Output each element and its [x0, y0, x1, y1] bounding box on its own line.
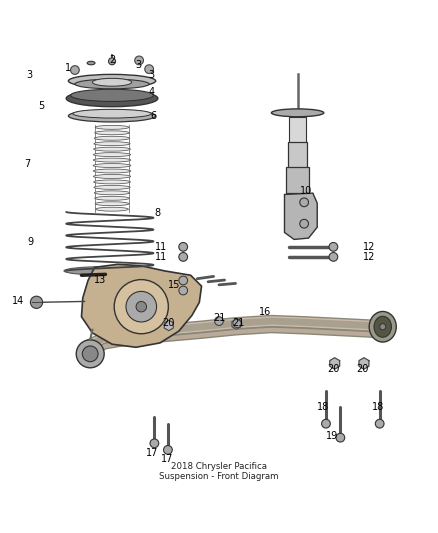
- Circle shape: [145, 65, 153, 74]
- Text: 11: 11: [155, 252, 167, 262]
- Text: 10: 10: [300, 187, 312, 196]
- Circle shape: [179, 253, 187, 261]
- Text: 20: 20: [162, 318, 175, 328]
- Circle shape: [150, 439, 159, 448]
- Circle shape: [163, 446, 172, 454]
- Text: 3: 3: [148, 70, 154, 80]
- Ellipse shape: [94, 180, 131, 184]
- Text: 21: 21: [233, 318, 245, 328]
- Text: 5: 5: [38, 101, 44, 111]
- Text: 13: 13: [94, 276, 106, 286]
- Ellipse shape: [94, 185, 130, 189]
- Text: 2: 2: [109, 55, 115, 66]
- Text: 15: 15: [168, 280, 180, 290]
- Text: 18: 18: [372, 402, 385, 412]
- Circle shape: [179, 243, 187, 251]
- Ellipse shape: [68, 75, 155, 87]
- Ellipse shape: [374, 316, 392, 337]
- Ellipse shape: [95, 125, 129, 130]
- Circle shape: [321, 419, 330, 428]
- Text: 12: 12: [364, 242, 376, 252]
- Text: 20: 20: [356, 364, 368, 374]
- Circle shape: [126, 292, 156, 322]
- Polygon shape: [164, 320, 173, 330]
- Ellipse shape: [94, 191, 130, 195]
- Ellipse shape: [64, 266, 155, 275]
- Circle shape: [336, 433, 345, 442]
- Circle shape: [300, 198, 308, 207]
- Ellipse shape: [93, 174, 131, 179]
- Text: 21: 21: [214, 313, 226, 323]
- Text: 3: 3: [26, 70, 32, 80]
- Bar: [286, 167, 309, 193]
- Ellipse shape: [66, 90, 158, 107]
- Text: 17: 17: [146, 448, 159, 458]
- Circle shape: [233, 319, 242, 328]
- Circle shape: [329, 253, 338, 261]
- Text: 18: 18: [317, 402, 329, 412]
- Ellipse shape: [94, 147, 131, 151]
- Ellipse shape: [71, 89, 153, 101]
- Bar: [289, 117, 306, 146]
- Circle shape: [71, 66, 79, 75]
- Ellipse shape: [75, 79, 149, 89]
- Polygon shape: [232, 319, 241, 329]
- Ellipse shape: [94, 136, 130, 140]
- Polygon shape: [330, 358, 339, 369]
- Text: 4: 4: [148, 87, 154, 97]
- Circle shape: [135, 56, 144, 65]
- Text: 19: 19: [325, 431, 338, 441]
- Ellipse shape: [369, 311, 396, 342]
- Circle shape: [30, 296, 42, 309]
- Circle shape: [179, 286, 187, 295]
- Circle shape: [136, 302, 147, 312]
- Polygon shape: [81, 264, 201, 348]
- Ellipse shape: [380, 324, 386, 330]
- Text: 3: 3: [135, 60, 141, 70]
- Ellipse shape: [94, 142, 130, 146]
- Ellipse shape: [87, 61, 95, 65]
- Ellipse shape: [73, 109, 151, 118]
- Text: 11: 11: [155, 242, 167, 252]
- Bar: [288, 142, 307, 168]
- Circle shape: [109, 58, 116, 65]
- Text: 1: 1: [65, 63, 71, 73]
- Text: 6: 6: [150, 111, 156, 121]
- Ellipse shape: [95, 202, 129, 206]
- Ellipse shape: [92, 78, 132, 86]
- Ellipse shape: [95, 207, 128, 211]
- Ellipse shape: [93, 169, 131, 173]
- Ellipse shape: [93, 152, 131, 157]
- Text: 16: 16: [259, 308, 271, 317]
- Circle shape: [329, 243, 338, 251]
- Circle shape: [82, 346, 98, 362]
- Text: 9: 9: [27, 238, 33, 247]
- Ellipse shape: [95, 131, 129, 135]
- Ellipse shape: [93, 158, 131, 162]
- Polygon shape: [285, 193, 317, 239]
- Ellipse shape: [272, 109, 324, 117]
- Circle shape: [375, 419, 384, 428]
- Text: 7: 7: [25, 159, 31, 169]
- Ellipse shape: [68, 110, 155, 122]
- Text: 14: 14: [12, 296, 24, 305]
- Polygon shape: [359, 358, 369, 369]
- Ellipse shape: [95, 196, 129, 200]
- Circle shape: [76, 340, 104, 368]
- Circle shape: [215, 317, 223, 326]
- Text: 20: 20: [327, 364, 339, 374]
- Circle shape: [114, 280, 168, 334]
- Text: 2018 Chrysler Pacifica
Suspension - Front Diagram: 2018 Chrysler Pacifica Suspension - Fron…: [159, 462, 279, 481]
- Circle shape: [179, 276, 187, 285]
- Text: 12: 12: [364, 252, 376, 262]
- Text: 8: 8: [155, 208, 161, 218]
- Circle shape: [300, 220, 308, 228]
- Ellipse shape: [93, 164, 131, 167]
- Text: 17: 17: [161, 455, 174, 464]
